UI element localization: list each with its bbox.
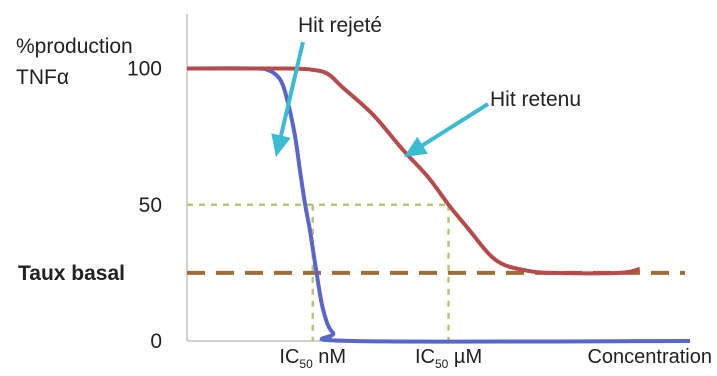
y-tick-label-50: 50 bbox=[139, 194, 162, 217]
hit-retenu-label: Hit retenu bbox=[490, 88, 581, 111]
y-tick-label-0: 0 bbox=[150, 330, 162, 353]
hit-rejete-label: Hit rejeté bbox=[298, 14, 382, 37]
y-axis-title-line-2: TNFα bbox=[16, 66, 69, 89]
ic50-nm-label: IC50 nM bbox=[279, 346, 346, 371]
hit-rejete-arrow bbox=[271, 41, 305, 157]
ic50-um-label: IC50 µM bbox=[415, 346, 482, 371]
hit-retenu-arrow bbox=[404, 102, 490, 157]
y-tick-label-100: 100 bbox=[127, 58, 162, 81]
y-axis-title-line-1: %production bbox=[16, 35, 133, 58]
basal-level-label: Taux basal bbox=[18, 262, 125, 285]
retained-hit-curve bbox=[186, 66, 641, 276]
rejected-hit-curve bbox=[186, 66, 691, 344]
x-axis-title: Concentration bbox=[587, 346, 712, 368]
